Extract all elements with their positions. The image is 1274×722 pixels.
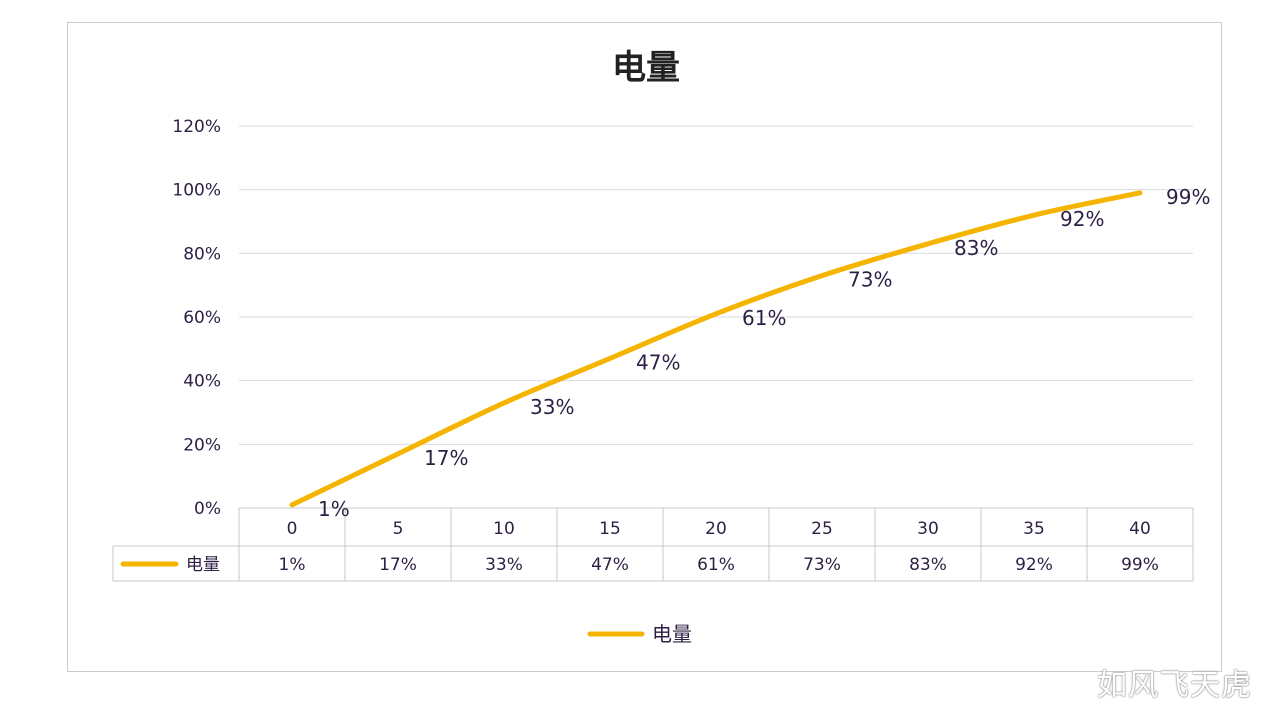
data-label: 61%	[742, 306, 786, 330]
data-label: 92%	[1060, 207, 1104, 231]
table-value-cell: 17%	[379, 555, 417, 575]
table-value-cell: 73%	[803, 555, 841, 575]
table-series-name: 电量	[186, 555, 220, 575]
y-axis-tick-labels: 0% 20% 40% 60% 80% 100% 120%	[172, 117, 221, 519]
data-label: 99%	[1166, 185, 1210, 209]
y-tick-label: 60%	[183, 308, 221, 328]
x-category-label: 15	[599, 519, 621, 539]
data-label: 17%	[424, 446, 468, 470]
gridlines	[239, 125, 1193, 445]
table-value-cell: 1%	[279, 555, 306, 575]
y-tick-label: 0%	[194, 499, 221, 519]
legend-label: 电量	[652, 622, 692, 646]
data-label: 83%	[954, 236, 998, 260]
y-tick-label: 20%	[183, 435, 221, 455]
y-tick-label: 100%	[172, 181, 221, 201]
x-category-label: 30	[917, 519, 939, 539]
data-label: 33%	[530, 395, 574, 419]
table-value-cell: 99%	[1121, 555, 1159, 575]
data-table: 0 1% 5 17% 10 33% 15 47% 20 61% 25 73% 30 83% 35 92% 40 9…	[112, 507, 1194, 582]
chart-title: 电量	[612, 48, 680, 88]
x-category-label: 0	[287, 519, 298, 539]
table-value-cell: 92%	[1015, 555, 1053, 575]
table-value-cell: 83%	[909, 555, 947, 575]
y-tick-label: 120%	[172, 117, 221, 137]
x-category-label: 25	[811, 519, 833, 539]
x-category-label: 40	[1129, 519, 1151, 539]
y-tick-label: 80%	[183, 244, 221, 264]
x-category-label: 20	[705, 519, 727, 539]
data-label: 1%	[318, 497, 350, 521]
legend: 电量	[587, 622, 692, 646]
data-label: 47%	[636, 350, 680, 374]
series-line-layer	[289, 190, 1143, 508]
chart-frame: 电量 0% 20% 40% 60% 80% 100% 120% 0 1% 5 17% 10 33% 15…	[67, 22, 1222, 672]
table-value-cell: 61%	[697, 555, 735, 575]
x-category-label: 5	[393, 519, 404, 539]
y-tick-label: 40%	[183, 372, 221, 392]
data-label: 73%	[848, 268, 892, 292]
x-category-label: 10	[493, 519, 515, 539]
series-line	[289, 190, 1143, 508]
x-category-label: 35	[1023, 519, 1045, 539]
line-chart: 电量 0% 20% 40% 60% 80% 100% 120% 0 1% 5 17% 10 33% 15…	[112, 48, 1210, 646]
watermark-text: 如风飞天虎	[1097, 668, 1252, 703]
table-value-cell: 47%	[591, 555, 629, 575]
table-value-cell: 33%	[485, 555, 523, 575]
data-labels: 1% 17% 33% 47% 61% 73% 83% 92% 99%	[318, 185, 1210, 521]
